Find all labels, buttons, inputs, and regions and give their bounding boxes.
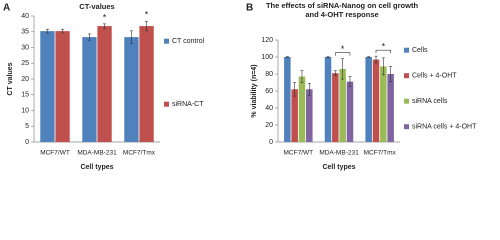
y-tick-label: 40 bbox=[21, 13, 29, 20]
y-tick-label: 15 bbox=[21, 92, 29, 99]
legend-swatch bbox=[164, 101, 169, 107]
y-tick-label: 0 bbox=[25, 139, 29, 146]
annotation: * bbox=[145, 10, 149, 20]
y-tick-label: 60 bbox=[265, 88, 273, 95]
legend-swatch bbox=[404, 124, 409, 130]
x-tick-label: MCF7/WT bbox=[284, 150, 314, 157]
bar bbox=[339, 68, 346, 142]
bar bbox=[387, 74, 394, 142]
annotation: * bbox=[103, 12, 107, 22]
y-tick-label: 40 bbox=[265, 105, 273, 112]
bar bbox=[346, 81, 354, 142]
error-bar bbox=[87, 33, 91, 41]
chart-title: CT-values bbox=[79, 2, 114, 11]
error-bar bbox=[45, 28, 49, 34]
figure: A CT-values B The effects of siRNA-Nanog… bbox=[3, 1, 477, 171]
bar bbox=[40, 31, 55, 142]
y-tick-label: 25 bbox=[21, 60, 29, 67]
y-tick-label: 35 bbox=[21, 29, 29, 36]
bar bbox=[291, 89, 298, 142]
legend-swatch bbox=[404, 47, 409, 53]
error-bar bbox=[341, 58, 345, 80]
error-bar bbox=[61, 28, 65, 34]
x-tick-label: MDA-MB-231 bbox=[77, 150, 117, 157]
error-bar bbox=[293, 82, 297, 97]
legend-label: siRNA-CT bbox=[172, 101, 204, 108]
y-tick-label: 120 bbox=[261, 37, 273, 44]
y-tick-label: 20 bbox=[265, 122, 273, 129]
error-bar bbox=[367, 56, 371, 58]
legend-label: Cells + 4-OHT bbox=[412, 73, 457, 80]
bar bbox=[139, 26, 154, 142]
y-tick-label: 20 bbox=[21, 76, 29, 83]
bar bbox=[306, 89, 313, 142]
bar bbox=[380, 66, 387, 142]
error-bar bbox=[348, 76, 352, 88]
bar bbox=[82, 37, 97, 143]
significance-bracket bbox=[375, 49, 391, 54]
x-axis-label: Cell types bbox=[322, 164, 355, 171]
y-tick-label: 80 bbox=[265, 71, 273, 78]
error-bar bbox=[381, 57, 385, 76]
panel-label: A bbox=[3, 3, 10, 14]
bar bbox=[284, 57, 291, 142]
chart-title: The effects of siRNA-Nanog on cell growt… bbox=[265, 1, 419, 19]
error-bar bbox=[326, 56, 330, 58]
error-bar bbox=[389, 66, 393, 82]
y-tick-label: 100 bbox=[261, 54, 273, 61]
significance-bracket bbox=[335, 52, 351, 56]
y-axis-label: CT values bbox=[7, 62, 14, 95]
legend-label: siRNA cells + 4-OHT bbox=[412, 124, 477, 131]
bar bbox=[332, 73, 339, 142]
legend-label: CT control bbox=[172, 38, 205, 45]
legend-swatch bbox=[404, 73, 409, 79]
error-bar bbox=[300, 70, 304, 83]
annotation: * bbox=[341, 44, 345, 54]
bar bbox=[124, 37, 139, 143]
error-bar bbox=[129, 30, 133, 44]
y-tick-label: 10 bbox=[21, 107, 29, 114]
legend-label: Cells bbox=[412, 47, 428, 54]
legend-label: siRNA cells bbox=[412, 98, 448, 105]
error-bar bbox=[374, 55, 378, 64]
bar bbox=[298, 76, 306, 142]
legend-swatch bbox=[164, 38, 169, 44]
y-axis-label: % viability (n=4) bbox=[251, 64, 258, 117]
y-tick-label: 0 bbox=[269, 139, 273, 146]
bar bbox=[55, 31, 70, 142]
error-bar bbox=[307, 83, 311, 96]
bar bbox=[324, 57, 332, 142]
x-axis-label: Cell types bbox=[80, 164, 113, 171]
error-bar bbox=[103, 23, 107, 29]
x-tick-label: MDA-MB-231 bbox=[319, 150, 359, 157]
legend-swatch bbox=[404, 98, 409, 104]
x-tick-label: MCF7/Tmx bbox=[123, 150, 156, 157]
error-bar bbox=[285, 56, 289, 58]
error-bar bbox=[333, 70, 337, 76]
y-tick-label: 30 bbox=[21, 44, 29, 51]
bar bbox=[372, 59, 380, 142]
x-tick-label: MCF7/Tmx bbox=[364, 150, 397, 157]
annotation: * bbox=[382, 42, 386, 52]
x-tick-label: MCF7/WT bbox=[40, 150, 70, 157]
chart-title-box: The effects of siRNA-Nanog on cell growt… bbox=[265, 1, 419, 19]
bar bbox=[365, 57, 372, 142]
y-tick-label: 5 bbox=[25, 123, 29, 130]
panel-label: B bbox=[246, 3, 253, 14]
bar bbox=[97, 26, 112, 142]
error-bar bbox=[145, 21, 149, 32]
